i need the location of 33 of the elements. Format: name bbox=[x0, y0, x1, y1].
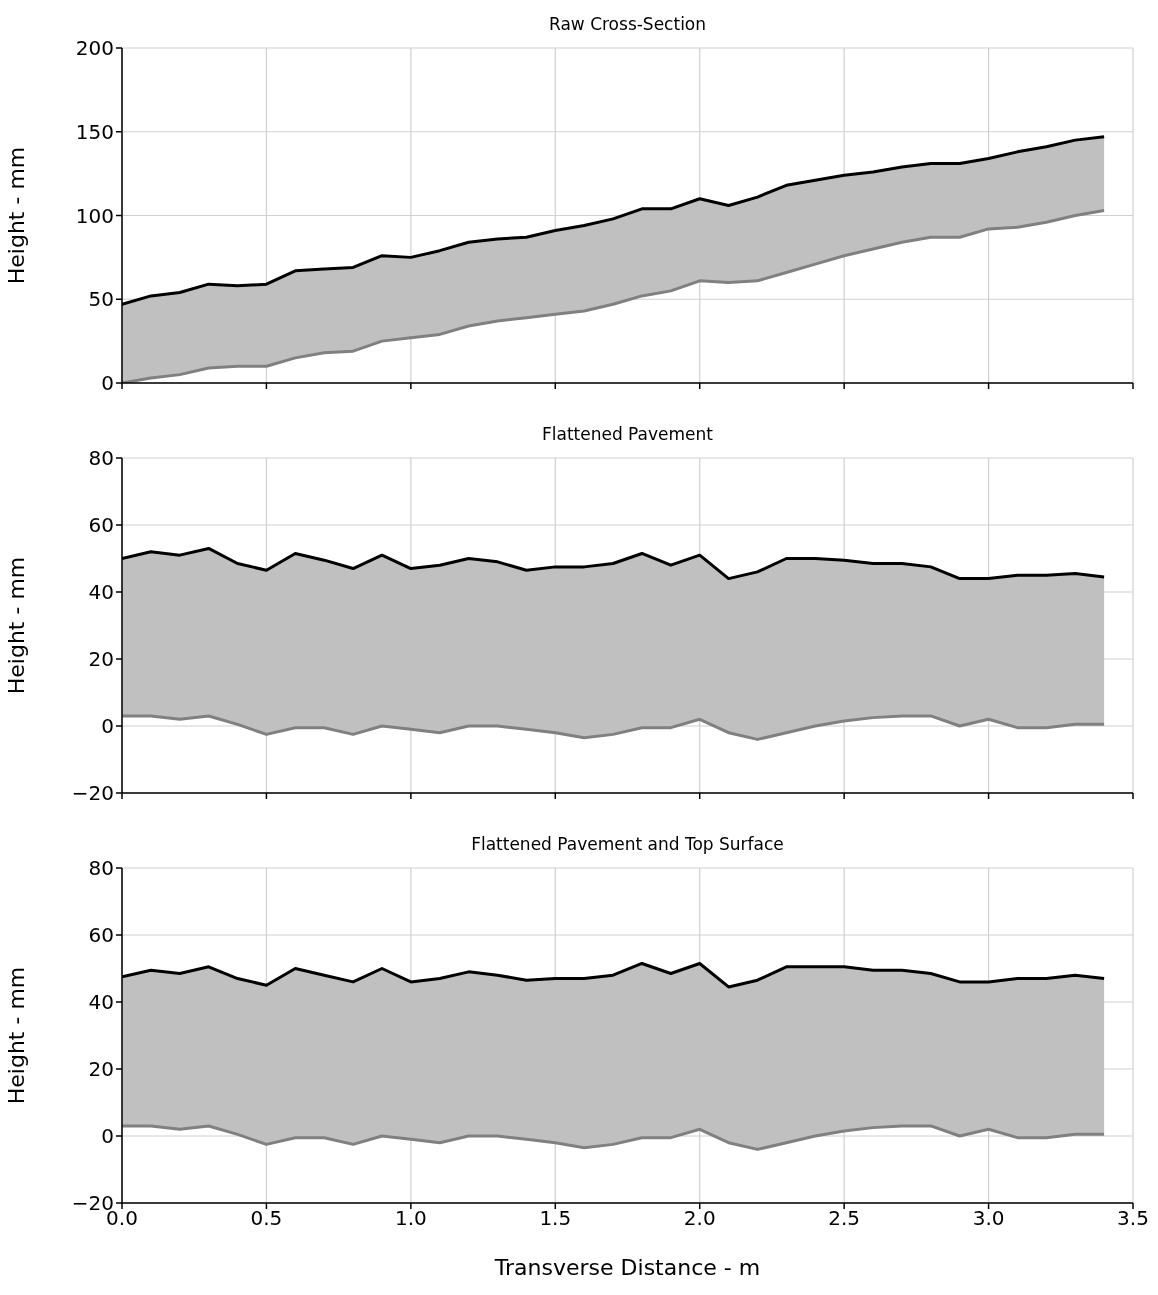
y-axis-title: Height - mm bbox=[3, 146, 29, 285]
line-series bbox=[122, 714, 1106, 741]
x-tick-label: 1.0 bbox=[394, 1206, 427, 1231]
x-tick-label: 1.5 bbox=[539, 1206, 572, 1231]
y-tick-label: 100 bbox=[75, 203, 114, 228]
y-tick-label: 40 bbox=[88, 580, 114, 605]
x-tick-label: 2.0 bbox=[683, 1206, 716, 1231]
chart-title: Flattened Pavement bbox=[541, 424, 714, 444]
y-tick-label: 80 bbox=[88, 446, 114, 471]
y-tick-label: 20 bbox=[88, 1057, 114, 1082]
y-tick-label: −20 bbox=[71, 781, 114, 806]
line-series bbox=[122, 208, 1106, 383]
y-axis-title: Height - mm bbox=[3, 966, 29, 1105]
y-axis-title: Height - mm bbox=[3, 556, 29, 695]
y-tick-label: 200 bbox=[75, 36, 114, 61]
y-tick-label: 80 bbox=[88, 856, 114, 881]
y-tick-label: 0 bbox=[101, 714, 114, 739]
y-tick-label: 50 bbox=[88, 287, 114, 312]
y-tick-label: 150 bbox=[75, 119, 114, 144]
y-tick-label: 60 bbox=[88, 923, 114, 948]
x-tick-label: 3.5 bbox=[1117, 1206, 1149, 1231]
line-series bbox=[122, 1124, 1106, 1151]
x-axis-title: Transverse Distance - m bbox=[493, 1255, 761, 1280]
chart-title: Flattened Pavement and Top Surface bbox=[470, 834, 785, 854]
y-tick-label: 40 bbox=[88, 990, 114, 1015]
y-tick-label: 0 bbox=[101, 1124, 114, 1149]
x-tick-label: 2.5 bbox=[828, 1206, 861, 1231]
chart-title: Raw Cross-Section bbox=[547, 14, 708, 34]
x-tick-label: 3.0 bbox=[972, 1206, 1005, 1231]
y-tick-label: 0 bbox=[101, 371, 114, 396]
x-tick-label: 0.5 bbox=[250, 1206, 283, 1231]
y-tick-label: 20 bbox=[88, 647, 114, 672]
y-tick-label: 60 bbox=[88, 513, 114, 538]
